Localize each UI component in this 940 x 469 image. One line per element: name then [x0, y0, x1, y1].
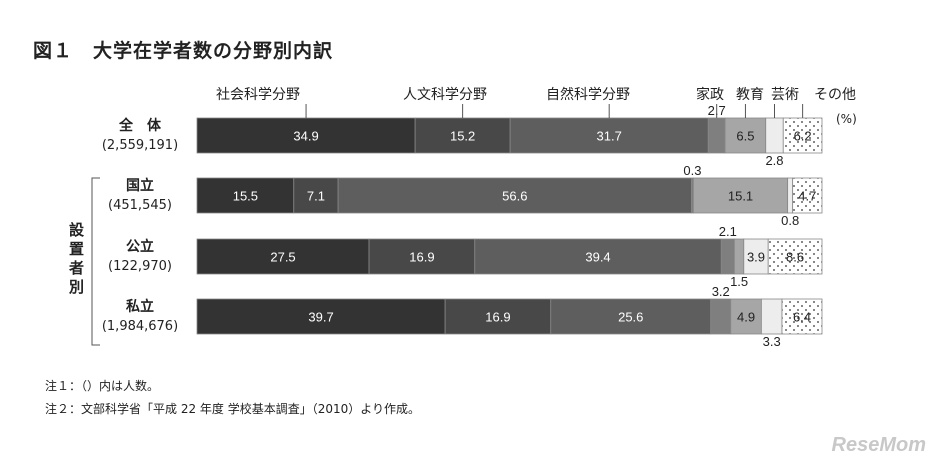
bar-segment [196, 177, 295, 214]
data-label: 15.2 [450, 129, 475, 144]
note-1: 注１：（）内は人数。 [45, 379, 160, 393]
legend-label: 芸術 [771, 87, 799, 103]
bar-segment [474, 238, 722, 275]
data-label: 3.3 [763, 334, 781, 349]
data-label: 2.8 [765, 153, 783, 168]
bar-segment [196, 238, 370, 275]
data-label: 4.9 [737, 310, 755, 325]
bar-segment [337, 177, 692, 214]
bar-segment [787, 177, 794, 214]
legend-label: 人文科学分野 [403, 87, 487, 103]
data-label: 31.7 [597, 129, 622, 144]
data-label: 3.2 [712, 284, 730, 299]
unit-label: (%) [836, 112, 857, 126]
bar-segment [293, 177, 339, 214]
data-label: 15.5 [233, 189, 258, 204]
row-label: 全 体 [118, 117, 162, 134]
bar-segment [760, 298, 783, 335]
group-label: 設置者別 [67, 222, 85, 298]
data-label: 3.9 [747, 250, 765, 265]
data-label: 39.7 [308, 310, 333, 325]
row-label: 公立 [126, 238, 154, 255]
bar-segment [781, 298, 823, 335]
data-label: 6.5 [736, 129, 754, 144]
data-label: 6.4 [793, 310, 811, 325]
row-label: 私立 [126, 298, 154, 315]
data-label: 6.2 [794, 129, 812, 144]
data-label: 1.5 [730, 274, 748, 289]
bar-segment [692, 177, 789, 214]
legend-label: 社会科学分野 [216, 87, 300, 103]
data-label: 2.1 [719, 224, 737, 239]
row-count: (451,545) [108, 198, 172, 213]
row-count: (122,970) [108, 259, 172, 274]
note-2: 注２：文部科学省「平成 22 年度 学校基本調査」（2010）より作成。 [45, 402, 421, 416]
bar-segment [196, 298, 446, 335]
bar-segment [767, 238, 823, 275]
data-label: 0.3 [683, 163, 701, 178]
row-label: 国立 [126, 177, 154, 194]
data-label: 4.7 [798, 189, 816, 204]
data-label: 0.8 [781, 213, 799, 228]
bar-segment [196, 117, 416, 154]
legend-label: 自然科学分野 [546, 86, 630, 103]
bar-segment [414, 117, 511, 154]
data-label: 15.1 [728, 189, 753, 204]
data-label: 56.6 [502, 189, 527, 204]
bar-segment [730, 298, 762, 335]
data-label: 27.5 [270, 250, 295, 265]
data-label: 39.4 [585, 250, 610, 265]
bar-segment [368, 238, 476, 275]
legend-label: 家政 [696, 86, 724, 103]
data-label: 34.9 [293, 129, 318, 144]
bar-segment [707, 117, 726, 154]
bar-segment [792, 177, 823, 214]
row-count: (2,559,191) [102, 138, 178, 153]
data-label: 25.6 [618, 310, 643, 325]
group-bracket [91, 177, 100, 346]
chart-title: 図１ 大学在学者数の分野別内訳 [33, 40, 334, 62]
bar-segment [720, 238, 735, 275]
bar-segment [710, 298, 732, 335]
resemom-logo: ReseMom [831, 434, 926, 456]
bar-segment [444, 298, 552, 335]
legend-label: 教育 [736, 87, 764, 103]
legend-label: その他 [814, 87, 856, 103]
bar-segment [550, 298, 712, 335]
data-label: 7.1 [307, 189, 325, 204]
bar-segment [765, 117, 784, 154]
bar-segment [734, 238, 745, 275]
row-count: (1,984,676) [102, 319, 178, 334]
data-label: 16.9 [409, 250, 434, 265]
data-label: 8.6 [786, 250, 804, 265]
data-label: 16.9 [485, 310, 510, 325]
